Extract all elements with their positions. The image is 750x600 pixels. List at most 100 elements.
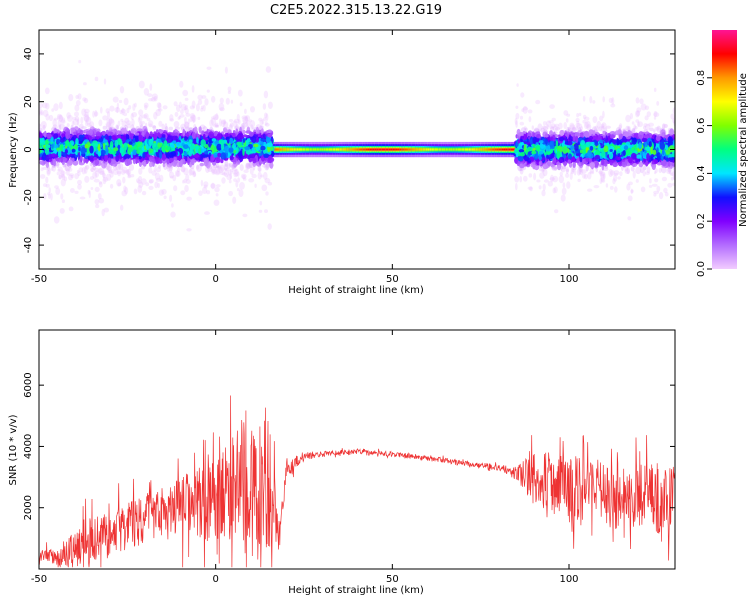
heatmap-cell xyxy=(148,178,154,184)
heatmap-cell xyxy=(117,120,121,127)
heatmap-cell xyxy=(46,170,51,176)
heatmap-cell xyxy=(507,148,510,151)
heatmap-cell xyxy=(121,107,125,116)
heatmap-cell xyxy=(51,108,55,112)
heatmap-cell xyxy=(225,97,230,105)
heatmap-cell xyxy=(107,157,112,164)
heatmap-cell xyxy=(239,102,243,107)
heatmap-cell xyxy=(505,148,508,151)
heatmap-cell xyxy=(150,97,156,102)
heatmap-cell xyxy=(40,121,47,129)
heatmap-cell xyxy=(215,168,220,175)
heatmap-cell xyxy=(138,109,144,116)
heatmap-cell xyxy=(224,132,229,137)
heatmap-cell xyxy=(202,134,206,139)
heatmap-cell xyxy=(186,141,190,145)
heatmap-cell xyxy=(245,162,250,169)
heatmap-cell xyxy=(109,183,114,189)
heatmap-cell xyxy=(260,140,264,147)
heatmap-cell xyxy=(489,148,492,151)
heatmap-cell xyxy=(215,156,221,164)
heatmap-cell xyxy=(115,124,119,130)
heatmap-cell xyxy=(138,176,143,181)
heatmap-cell xyxy=(181,167,186,173)
heatmap-cell xyxy=(147,120,154,128)
heatmap-cell xyxy=(226,174,232,181)
heatmap-cell xyxy=(455,148,458,151)
heatmap-cell xyxy=(522,107,529,111)
heatmap-cell xyxy=(295,148,298,151)
heatmap-cell xyxy=(83,97,89,104)
heatmap-cell xyxy=(408,148,411,151)
heatmap-cell xyxy=(127,168,130,176)
heatmap-cell xyxy=(672,107,675,115)
heatmap-cell xyxy=(187,118,191,125)
heatmap-cell xyxy=(202,126,208,132)
heatmap-cell xyxy=(105,108,110,114)
heatmap-cell xyxy=(230,164,237,169)
heatmap-cell xyxy=(661,176,668,182)
heatmap-cell xyxy=(263,171,268,180)
heatmap-cell xyxy=(84,144,89,149)
heatmap-cell xyxy=(528,116,532,123)
heatmap-cell xyxy=(73,128,77,133)
heatmap-cell xyxy=(223,169,229,178)
heatmap-cell xyxy=(346,148,349,151)
heatmap-cell xyxy=(178,160,183,168)
heatmap-cell xyxy=(78,146,81,152)
heatmap-cell xyxy=(220,152,227,160)
heatmap-cell xyxy=(176,104,181,113)
heatmap-cell xyxy=(133,188,138,195)
heatmap-cell xyxy=(236,188,240,192)
heatmap-cell xyxy=(215,184,221,188)
heatmap-cell xyxy=(58,174,62,180)
heatmap-cell xyxy=(76,169,80,174)
heatmap-cell xyxy=(218,164,222,173)
heatmap-cell xyxy=(232,196,237,204)
heatmap-cell xyxy=(309,148,312,151)
heatmap-cell xyxy=(169,118,174,122)
heatmap-cell xyxy=(88,190,92,199)
heatmap-cell xyxy=(71,157,75,162)
heatmap-cell xyxy=(124,117,130,124)
heatmap-cell xyxy=(252,127,259,131)
heatmap-cell xyxy=(260,138,266,142)
heatmap-cell xyxy=(98,143,101,152)
heatmap-cell xyxy=(120,204,124,211)
heatmap-cell xyxy=(468,148,471,151)
heatmap-cell xyxy=(438,148,441,151)
heatmap-cell xyxy=(424,148,426,151)
heatmap-cell xyxy=(90,164,94,173)
heatmap-cell xyxy=(480,148,483,151)
heatmap-cell xyxy=(92,140,98,144)
heatmap-cell xyxy=(215,124,220,128)
heatmap-cell xyxy=(84,164,90,170)
heatmap-cell xyxy=(252,164,256,171)
heatmap-cell xyxy=(219,171,226,175)
heatmap-cell xyxy=(111,136,117,141)
heatmap-cell xyxy=(420,148,423,151)
heatmap-cell xyxy=(263,117,267,122)
heatmap-cell xyxy=(110,159,117,164)
heatmap-cell xyxy=(269,146,274,151)
heatmap-cell xyxy=(95,131,101,138)
heatmap-cell xyxy=(191,85,195,93)
heatmap-cell xyxy=(183,178,187,184)
heatmap-cell xyxy=(378,148,381,151)
heatmap-cell xyxy=(536,179,541,183)
heatmap-cell xyxy=(149,131,153,137)
heatmap-cell xyxy=(608,169,613,177)
heatmap-cell xyxy=(640,166,644,174)
heatmap-cell xyxy=(429,148,432,151)
heatmap-cell xyxy=(109,126,116,131)
heatmap-cell xyxy=(183,121,190,129)
heatmap-cell xyxy=(174,111,179,117)
heatmap-cell xyxy=(184,104,189,110)
heatmap-cell xyxy=(144,104,148,110)
heatmap-cell xyxy=(231,132,236,137)
heatmap-cell xyxy=(554,127,561,131)
heatmap-cell xyxy=(90,187,94,190)
heatmap-cell xyxy=(199,162,205,167)
heatmap-cell xyxy=(118,163,124,171)
heatmap-cell xyxy=(255,124,262,131)
